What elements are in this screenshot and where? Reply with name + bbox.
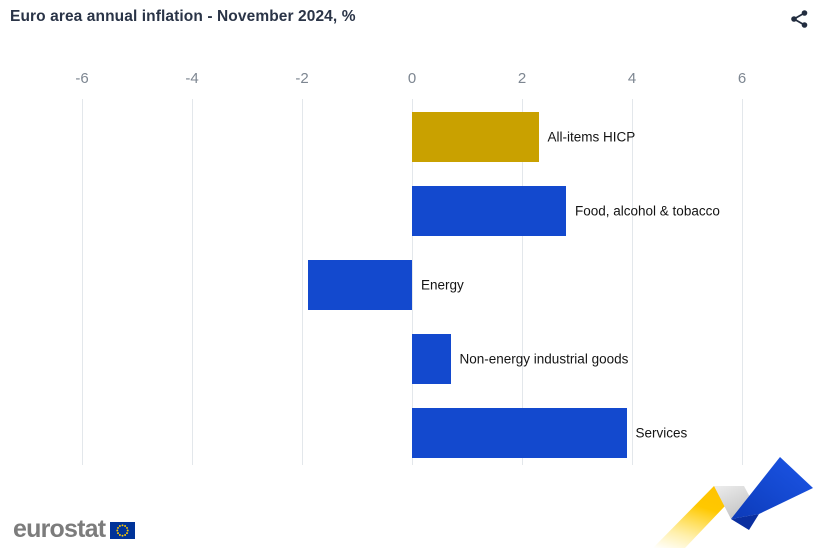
- bar-label: Energy: [421, 277, 464, 293]
- ribbon-blue-fold: [731, 514, 759, 530]
- grid-line: [82, 99, 83, 465]
- eu-flag-star: [116, 529, 119, 531]
- bar-label: Services: [635, 425, 688, 441]
- axis-tick-label: 2: [517, 70, 527, 87]
- ribbon-yellow-band: [653, 486, 744, 548]
- grid-line: [192, 99, 193, 465]
- grid-line: [632, 99, 633, 465]
- axis-tick-label: -6: [75, 70, 89, 87]
- eu-flag-star: [121, 534, 124, 537]
- axis-tick-label: 0: [407, 70, 417, 87]
- eu-flag-icon: [110, 521, 136, 539]
- axis-tick-label: 6: [737, 70, 747, 87]
- bar-label: Food, alcohol & tobacco: [575, 203, 720, 219]
- bar[interactable]: [307, 260, 412, 310]
- eurostat-ribbon-decoration: [653, 457, 813, 548]
- axis-tick-label: 4: [627, 70, 637, 87]
- eurostat-logo: eurostat: [13, 513, 136, 545]
- eu-flag-star: [117, 526, 120, 529]
- eu-flag-star: [124, 524, 127, 527]
- eu-flag-star: [126, 526, 129, 529]
- grid-line: [412, 99, 413, 465]
- eu-flag-star: [121, 523, 124, 526]
- grid-line: [742, 99, 743, 465]
- eu-flag-star: [117, 531, 120, 534]
- bar[interactable]: [412, 112, 539, 162]
- ribbon-blue-band: [731, 457, 813, 519]
- chart-title: Euro area annual inflation - November 20…: [10, 8, 356, 25]
- eu-flag-star: [119, 524, 122, 527]
- eu-flag-star: [126, 531, 129, 534]
- bar-label: All-items HICP: [547, 129, 636, 145]
- bar[interactable]: [412, 408, 627, 458]
- grid-line: [522, 99, 523, 465]
- axis-tick-label: -2: [295, 70, 309, 87]
- eu-flag-star: [119, 533, 122, 536]
- bar-label: Non-energy industrial goods: [459, 351, 629, 367]
- eu-flag-star: [124, 533, 127, 536]
- eurostat-logo-text: eurostat: [13, 514, 106, 543]
- eu-flag-star: [126, 529, 129, 531]
- bar[interactable]: [412, 334, 451, 384]
- axis-tick-label: -4: [185, 70, 199, 87]
- share-icon: [791, 10, 808, 28]
- grid-line: [302, 99, 303, 465]
- bar[interactable]: [412, 186, 566, 236]
- share-button[interactable]: [787, 6, 813, 32]
